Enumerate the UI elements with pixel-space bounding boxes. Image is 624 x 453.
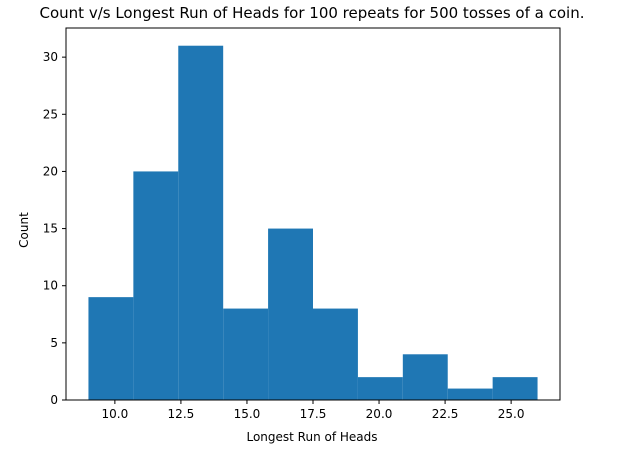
histogram-bar (492, 377, 538, 400)
x-ticks-group: 10.0 12.5 15.0 17.5 20.0 22.5 25.0 (102, 400, 525, 421)
histogram-bar (357, 377, 403, 400)
y-axis-label: Count (17, 212, 31, 248)
x-tick-label: 15.0 (234, 407, 261, 421)
y-tick-label: 30 (43, 50, 58, 64)
chart-title: Count v/s Longest Run of Heads for 100 r… (40, 4, 585, 22)
x-tick-label: 22.5 (432, 407, 459, 421)
x-tick-label: 17.5 (300, 407, 327, 421)
y-ticks-group: 0 5 10 15 20 25 30 (43, 50, 66, 407)
y-tick-label: 5 (50, 336, 58, 350)
histogram-bar (178, 45, 224, 401)
y-tick-label: 0 (50, 393, 58, 407)
y-tick-label: 10 (43, 279, 58, 293)
y-tick-label: 20 (43, 164, 58, 178)
x-axis-label: Longest Run of Heads (246, 430, 377, 444)
y-tick-label: 15 (43, 222, 58, 236)
y-tick-label: 25 (43, 107, 58, 121)
x-tick-label: 20.0 (366, 407, 393, 421)
bars-group (88, 45, 538, 401)
histogram-bar (223, 308, 269, 400)
histogram-bar (268, 228, 313, 400)
x-tick-label: 25.0 (498, 407, 525, 421)
x-tick-label: 10.0 (102, 407, 129, 421)
x-tick-label: 12.5 (168, 407, 195, 421)
histogram-bar (402, 354, 448, 400)
histogram-bar (447, 388, 493, 400)
histogram-bar (88, 297, 134, 400)
histogram-bar (313, 308, 358, 400)
histogram-bar (133, 171, 179, 400)
